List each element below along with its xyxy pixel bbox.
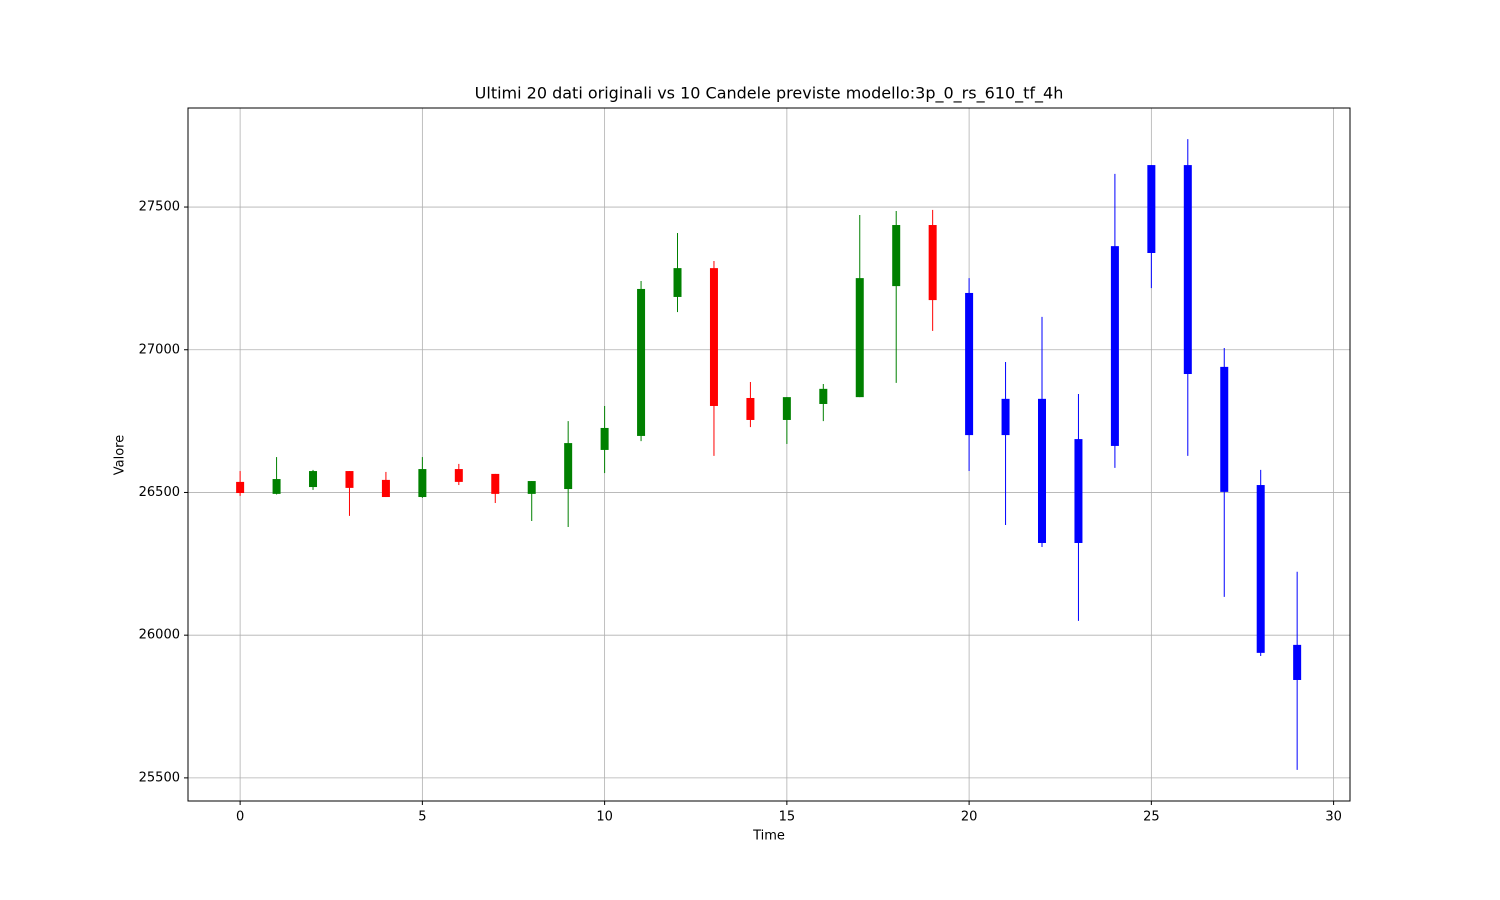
candle-body xyxy=(892,225,901,287)
x-tick-label: 25 xyxy=(1143,810,1160,825)
candle-body xyxy=(1147,165,1156,253)
x-axis-label: Time xyxy=(752,829,785,844)
candle-body xyxy=(272,479,281,494)
x-tick-label: 30 xyxy=(1325,810,1342,825)
candle-body xyxy=(819,388,828,404)
candle-body xyxy=(1256,485,1265,653)
candle-body xyxy=(454,469,463,482)
candle-body xyxy=(1110,246,1119,446)
x-tick-label: 20 xyxy=(961,810,978,825)
candle-body xyxy=(381,479,390,498)
x-tick-label: 5 xyxy=(418,810,426,825)
chart-title: Ultimi 20 dati originali vs 10 Candele p… xyxy=(475,84,1064,104)
candle-body xyxy=(746,397,755,420)
x-tick-label: 0 xyxy=(236,810,244,825)
y-tick-label: 26000 xyxy=(139,628,180,643)
candle-body xyxy=(673,268,682,297)
candle-body xyxy=(527,481,536,494)
candle-body xyxy=(564,443,573,490)
y-tick-label: 25500 xyxy=(139,770,180,785)
candle-body xyxy=(1183,165,1192,375)
candle-body xyxy=(236,481,245,494)
candle-body xyxy=(965,292,974,436)
candle-body xyxy=(600,427,609,450)
plot-frame xyxy=(187,107,1351,802)
candle-body xyxy=(637,288,646,436)
y-axis-label: Valore xyxy=(113,435,128,475)
candle-body xyxy=(1293,644,1302,680)
candle-body xyxy=(928,225,937,301)
candle-body xyxy=(309,471,318,488)
candle-body xyxy=(1220,366,1229,492)
x-tick-label: 15 xyxy=(779,810,796,825)
x-tick-label: 10 xyxy=(596,810,613,825)
candle-body xyxy=(1001,398,1010,436)
candle-body xyxy=(1074,439,1083,543)
y-tick-label: 27000 xyxy=(139,342,180,357)
candle-body xyxy=(855,278,864,398)
candle-body xyxy=(782,397,791,420)
candle-body xyxy=(491,473,500,494)
candle-body xyxy=(1038,398,1047,543)
candle-body xyxy=(345,471,354,488)
y-tick-label: 27500 xyxy=(139,200,180,215)
candle-body xyxy=(709,268,718,406)
candle-body xyxy=(418,469,427,498)
y-tick-label: 26500 xyxy=(139,485,180,500)
